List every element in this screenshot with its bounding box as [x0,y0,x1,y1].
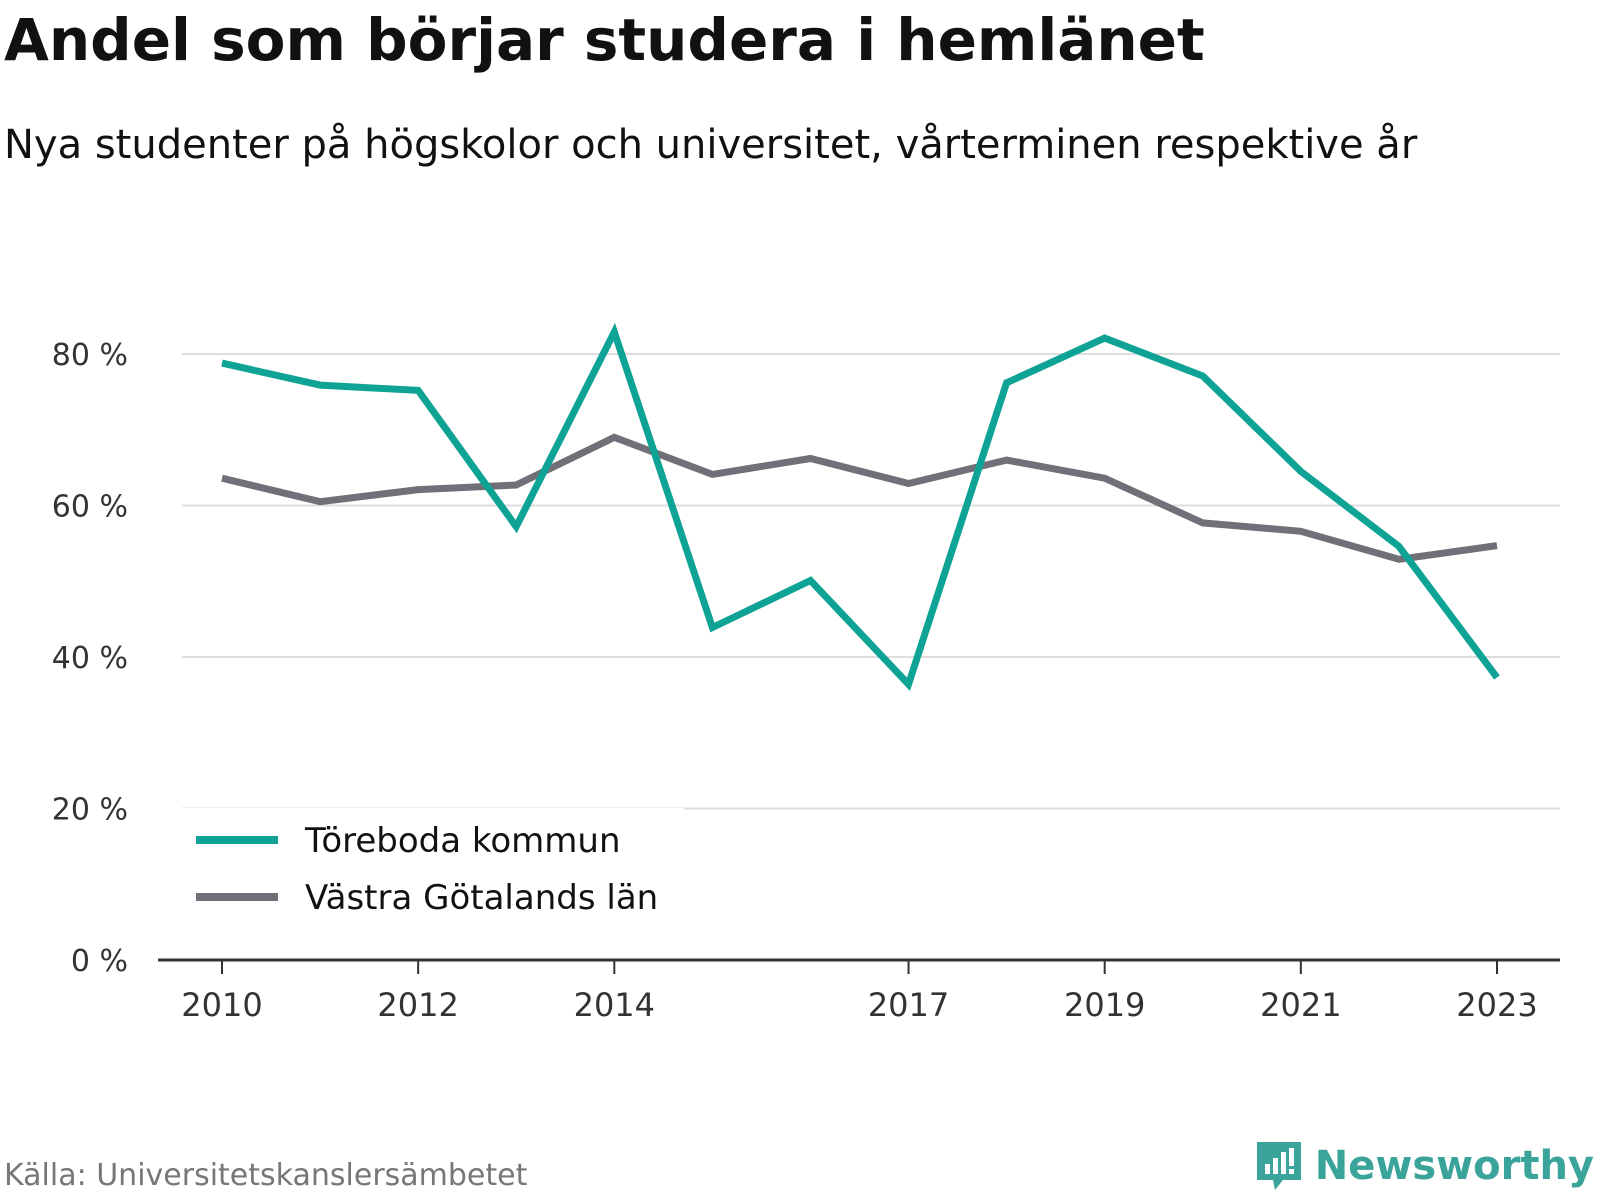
bar-chart-speech-bubble-icon [1256,1142,1301,1190]
x-tick-label: 2014 [574,986,655,1024]
x-tick-label: 2019 [1064,986,1145,1024]
chart-title: Andel som börjar studera i hemlänet [4,6,1205,74]
series-line-0 [221,322,1500,691]
x-tick-label: 2012 [377,986,458,1024]
y-tick-label: 0 % [71,944,128,979]
legend-label: Töreboda kommun [304,821,621,861]
source-note: Källa: Universitetskanslersämbetet [4,1158,528,1193]
grid-lines [182,353,1560,810]
x-tick-label: 2023 [1456,986,1537,1024]
x-axis-ticks: 2010 2012 2014 2017 2019 2021 2023 [181,960,1538,1024]
series-lines [221,322,1500,691]
x-tick-label: 2010 [181,986,262,1024]
x-tick-label: 2017 [868,986,949,1024]
y-tick-label: 80 % [52,338,128,373]
legend-label: Västra Götalands län [305,878,658,918]
brand-name: Newsworthy [1314,1143,1594,1189]
series-line-1 [221,433,1498,563]
x-tick-label: 2021 [1260,986,1341,1024]
y-tick-label: 40 % [52,641,128,676]
legend: Töreboda kommun Västra Götalands län [182,808,684,938]
chart-subtitle: Nya studenter på högskolor och universit… [4,122,1418,168]
y-axis-ticks: 0 % 20 % 40 % 60 % 80 % [52,338,128,979]
y-tick-label: 60 % [52,490,128,525]
legend-background [182,808,684,938]
y-tick-label: 20 % [52,793,128,828]
brand-logo: Newsworthy [1255,1140,1594,1192]
